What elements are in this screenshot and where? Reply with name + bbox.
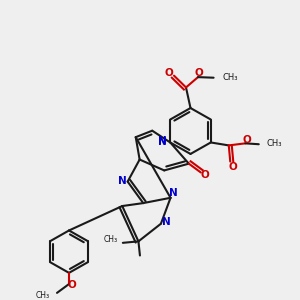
Text: O: O <box>242 134 251 145</box>
Text: O: O <box>228 162 237 172</box>
Text: N: N <box>162 217 171 227</box>
Text: CH₃: CH₃ <box>222 73 238 82</box>
Text: O: O <box>165 68 174 78</box>
Text: N: N <box>158 136 167 146</box>
Text: CH₃: CH₃ <box>35 291 50 300</box>
Text: O: O <box>68 280 76 290</box>
Text: CH₃: CH₃ <box>267 139 282 148</box>
Text: N: N <box>169 188 178 198</box>
Text: N: N <box>158 137 167 147</box>
Text: N: N <box>118 176 127 186</box>
Text: O: O <box>194 68 203 78</box>
Text: CH₃: CH₃ <box>103 236 117 244</box>
Text: O: O <box>201 170 209 180</box>
